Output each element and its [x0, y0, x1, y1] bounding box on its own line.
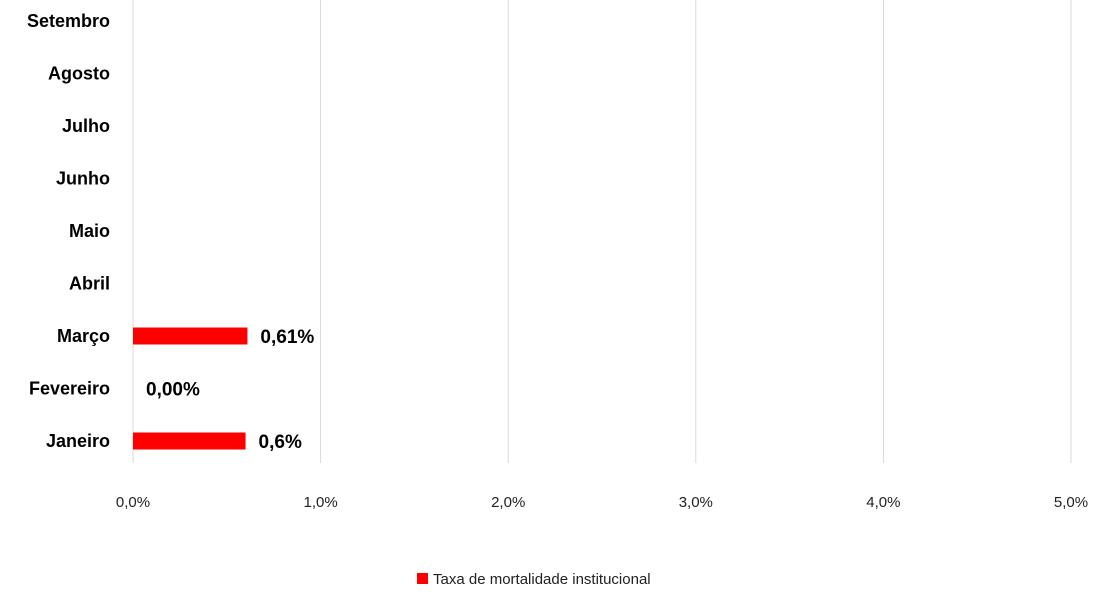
category-label: Abril: [69, 274, 110, 294]
gridlines: [132, 0, 1072, 463]
bars: [133, 327, 248, 450]
category-label: Julho: [62, 116, 110, 136]
x-axis-ticks: 0,0% 1,0% 2,0% 3,0% 4,0% 5,0%: [116, 494, 1088, 511]
bar: [133, 327, 248, 345]
category-label: Fevereiro: [29, 379, 110, 399]
data-label: 0,6%: [259, 432, 302, 453]
category-label: Junho: [56, 169, 110, 189]
legend-swatch: [417, 573, 428, 584]
x-tick-label: 4,0%: [866, 494, 900, 511]
data-label: 0,61%: [260, 327, 314, 348]
x-tick-label: 2,0%: [491, 494, 525, 511]
bar: [133, 432, 246, 450]
category-label: Agosto: [48, 64, 110, 84]
x-tick-label: 0,0%: [116, 494, 150, 511]
category-label: Janeiro: [46, 431, 110, 451]
category-label: Setembro: [27, 11, 110, 31]
category-label: Março: [57, 326, 110, 346]
category-label: Maio: [69, 221, 110, 241]
x-tick-label: 3,0%: [679, 494, 713, 511]
x-tick-label: 1,0%: [303, 494, 337, 511]
data-label: 0,00%: [146, 380, 200, 401]
data-labels: 0,6% 0,00% 0,61%: [146, 327, 314, 453]
legend: Taxa de mortalidade institucional: [417, 571, 651, 588]
x-tick-label: 5,0%: [1054, 494, 1088, 511]
category-labels: Janeiro Fevereiro Março Abril Maio Junho Julho…: [27, 11, 110, 451]
legend-label: Taxa de mortalidade institucional: [433, 571, 651, 588]
